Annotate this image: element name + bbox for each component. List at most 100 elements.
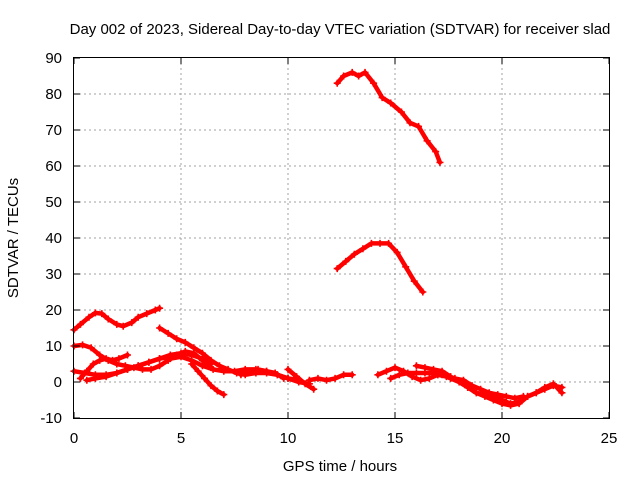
y-tick-label: 0: [54, 374, 62, 391]
data-point-plus: [393, 248, 401, 256]
data-point-plus: [220, 391, 228, 399]
data-point-plus: [436, 158, 444, 166]
data-point-plus: [284, 365, 292, 373]
series-arc-12: [284, 365, 318, 393]
data-point-plus: [156, 304, 164, 312]
series-arc-17: [434, 371, 527, 402]
data-point-plus: [333, 79, 341, 87]
data-point-plus: [76, 320, 84, 328]
data-point-plus: [98, 310, 106, 318]
axis-ticks: [73, 57, 610, 419]
data-point-plus: [271, 369, 279, 377]
series-trail: [334, 70, 443, 165]
data-point-plus: [507, 400, 515, 408]
data-point-plus: [410, 277, 418, 285]
data-point-plus: [558, 389, 566, 397]
y-tick-label: 90: [45, 50, 62, 67]
data-point-plus: [173, 335, 181, 343]
data-point-plus: [113, 360, 121, 368]
data-point-plus: [485, 389, 493, 397]
data-point-plus: [263, 367, 271, 375]
data-point-plus: [406, 119, 414, 127]
data-point-plus: [293, 373, 301, 381]
series-arc-6: [76, 351, 131, 382]
y-tick-label: 50: [45, 194, 62, 211]
data-point-plus: [166, 355, 174, 363]
x-tick-label: 20: [494, 430, 511, 447]
data-point-plus: [198, 362, 206, 370]
data-point-plus: [359, 245, 367, 253]
data-point-plus: [124, 365, 131, 373]
data-point-plus: [355, 72, 363, 80]
data-point-plus: [109, 356, 117, 364]
data-point-plus: [395, 371, 403, 379]
data-point-plus: [207, 356, 215, 364]
x-tick-labels: 0 5 10 15 20 25: [70, 430, 618, 447]
data-point-plus: [134, 313, 142, 321]
data-point-plus: [301, 380, 309, 388]
y-tick-label: 60: [45, 158, 62, 175]
data-point-plus: [430, 365, 438, 373]
data-point-plus: [342, 257, 350, 265]
data-point-plus: [340, 72, 348, 80]
data-point-plus: [472, 389, 480, 397]
y-tick-label: 20: [45, 302, 62, 319]
data-point-plus: [237, 371, 245, 379]
data-point-plus: [124, 351, 131, 359]
data-point-plus: [83, 367, 91, 375]
data-point-plus: [310, 385, 318, 393]
y-tick-label: 80: [45, 86, 62, 103]
data-point-plus: [201, 374, 209, 382]
data-point-plus: [451, 374, 459, 382]
data-point-plus: [85, 313, 93, 321]
data-point-plus: [412, 369, 420, 377]
data-point-plus: [519, 392, 527, 400]
data-point-plus: [145, 358, 153, 366]
y-axis-label: SDTVAR / TECUs: [5, 178, 22, 298]
data-point-plus: [181, 338, 189, 346]
data-point-plus: [143, 310, 151, 318]
data-point-plus: [477, 385, 485, 393]
data-point-plus: [213, 387, 221, 395]
data-point-plus: [468, 382, 476, 390]
data-point-plus: [104, 315, 112, 323]
data-point-plus: [348, 68, 356, 76]
series-arc-3: [70, 304, 164, 334]
data-point-plus: [378, 94, 386, 102]
x-tick-label: 10: [280, 430, 297, 447]
data-point-plus: [423, 137, 431, 145]
data-point-plus: [432, 148, 440, 156]
series-arc-2: [333, 239, 427, 296]
data-point-plus: [198, 349, 206, 357]
data-point-plus: [412, 362, 420, 370]
series-trail: [334, 241, 426, 295]
data-point-plus: [220, 367, 228, 375]
data-point-plus: [164, 329, 172, 337]
data-point-plus: [305, 376, 313, 384]
data-point-plus: [387, 374, 395, 382]
data-point-plus: [549, 380, 557, 388]
data-point-plus: [254, 365, 262, 373]
x-tick-label: 5: [177, 430, 185, 447]
data-point-plus: [119, 322, 127, 330]
data-point-plus: [434, 371, 442, 379]
data-point-plus: [156, 355, 164, 363]
x-tick-label: 0: [70, 430, 78, 447]
data-point-plus: [532, 389, 540, 397]
data-point-plus: [417, 376, 425, 384]
data-point-plus: [541, 383, 549, 391]
data-point-plus: [188, 360, 196, 368]
y-tick-label: 40: [45, 230, 62, 247]
data-point-plus: [425, 374, 433, 382]
y-tick-label: 10: [45, 338, 62, 355]
data-point-plus: [382, 367, 390, 375]
data-point-plus: [194, 367, 202, 375]
data-point-plus: [376, 239, 384, 247]
data-point-plus: [128, 319, 136, 327]
data-point-plus: [419, 288, 427, 296]
data-point-plus: [216, 362, 224, 370]
data-point-plus: [207, 382, 215, 390]
data-point-plus: [138, 365, 146, 373]
data-point-plus: [151, 306, 159, 314]
data-point-plus: [134, 362, 142, 370]
